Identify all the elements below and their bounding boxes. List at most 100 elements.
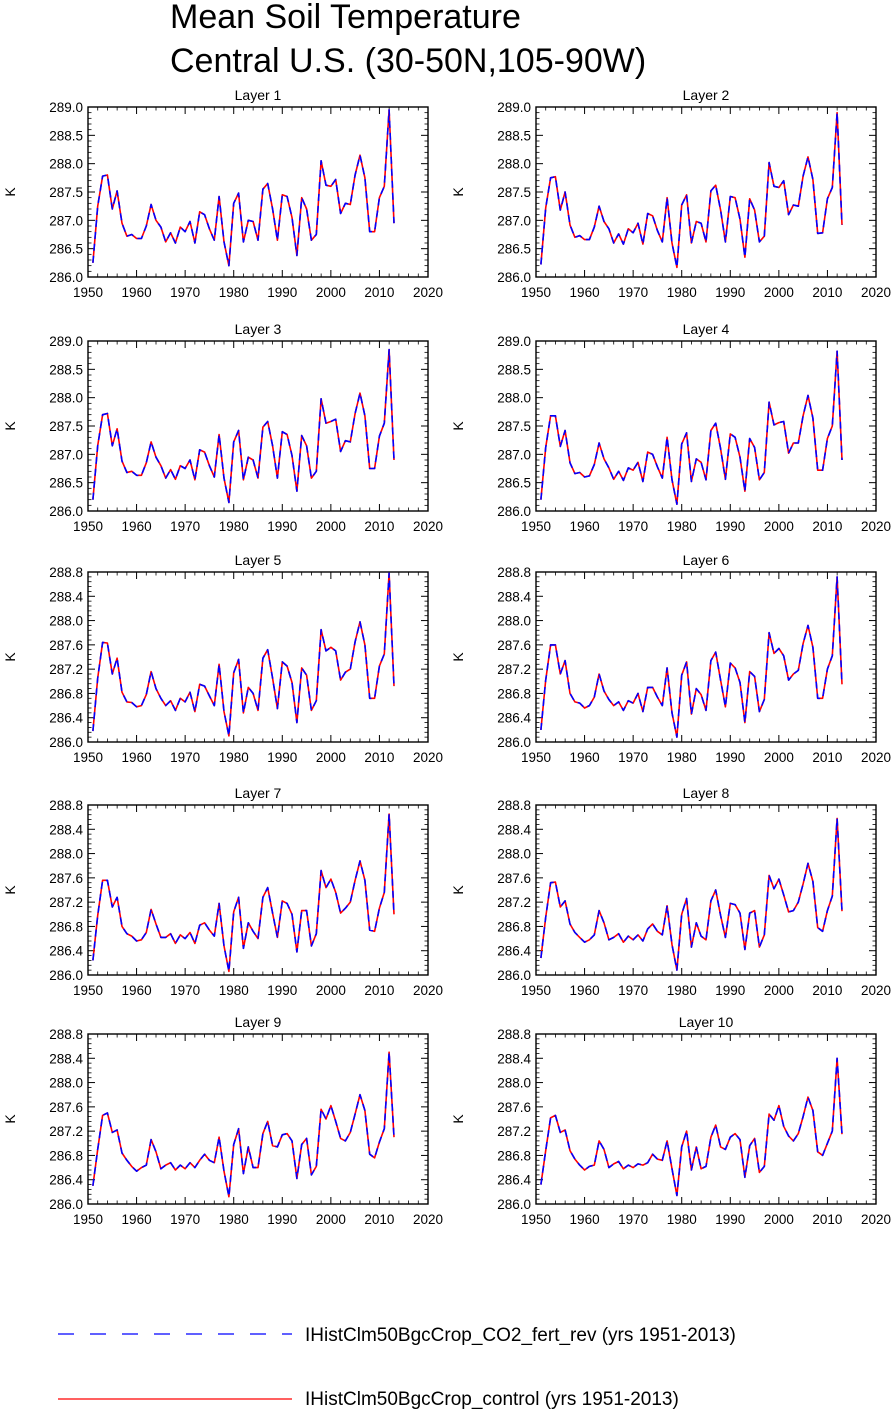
panel-title: Layer 7: [235, 785, 282, 801]
y-tick-label: 286.0: [49, 735, 83, 750]
y-tick-label: 287.2: [49, 895, 83, 910]
y-tick-label: 287.2: [49, 1124, 83, 1139]
x-tick-label: 2010: [812, 285, 842, 300]
x-tick-label: 2010: [812, 750, 842, 765]
x-tick-label: 2020: [861, 285, 891, 300]
x-tick-label: 1990: [267, 285, 297, 300]
series-line-co2-fert-rev: [92, 813, 395, 973]
y-tick-label: 288.8: [49, 1027, 83, 1042]
panel-title: Layer 2: [683, 87, 730, 103]
y-tick-label: 286.0: [497, 1197, 531, 1212]
y-tick-label: 288.0: [49, 1076, 83, 1091]
plot-frame: [87, 340, 429, 512]
y-axis-label: K: [450, 652, 466, 662]
x-tick-label: 1960: [570, 285, 600, 300]
y-tick-label: 288.4: [49, 1051, 83, 1066]
plot-frame: [87, 571, 429, 743]
series-line-control: [92, 1051, 395, 1198]
y-tick-label: 288.8: [49, 565, 83, 580]
y-tick-label: 288.8: [497, 798, 531, 813]
x-tick-label: 1970: [618, 983, 648, 998]
y-axis-label: K: [450, 187, 466, 197]
x-tick-label: 2020: [413, 983, 443, 998]
x-tick-label: 1990: [715, 750, 745, 765]
y-tick-label: 287.5: [497, 185, 531, 200]
x-tick-label: 1990: [715, 285, 745, 300]
panel-title: Layer 1: [235, 87, 282, 103]
plot-frame: [535, 1033, 877, 1205]
series-line-co2-fert-rev: [92, 109, 395, 267]
x-tick-label: 2010: [364, 750, 394, 765]
x-tick-label: 2020: [861, 1212, 891, 1227]
y-axis-label: K: [450, 1114, 466, 1124]
x-tick-label: 2000: [316, 519, 346, 534]
y-tick-label: 288.4: [497, 589, 531, 604]
x-tick-label: 1970: [618, 750, 648, 765]
x-tick-label: 2010: [812, 519, 842, 534]
series-line-co2-fert-rev: [540, 350, 843, 506]
y-tick-label: 286.8: [49, 686, 83, 701]
x-tick-label: 1960: [122, 983, 152, 998]
y-tick-label: 287.6: [497, 1100, 531, 1115]
y-tick-label: 288.0: [497, 1076, 531, 1091]
panel-3: Layer 3 K 286.0 286.5 287.0 287.5 288.0 288.5 28…: [2, 321, 443, 534]
y-tick-label: 287.6: [49, 1100, 83, 1115]
x-tick-label: 1990: [715, 1212, 745, 1227]
x-tick-label: 1970: [170, 285, 200, 300]
panel-5: Layer 5 K 286.0 286.4 286.8 287.2 287.6 288.0 28…: [2, 552, 443, 765]
x-tick-label: 1950: [73, 1212, 103, 1227]
plot-frame: [535, 340, 877, 512]
x-tick-label: 1950: [521, 519, 551, 534]
x-tick-label: 1990: [715, 983, 745, 998]
y-tick-label: 288.0: [49, 157, 83, 172]
y-tick-label: 286.8: [49, 1148, 83, 1163]
x-tick-label: 1950: [73, 983, 103, 998]
panel-9: Layer 9 K 286.0 286.4 286.8 287.2 287.6 288.0 28…: [2, 1014, 443, 1227]
y-axis-label: K: [450, 421, 466, 431]
y-tick-label: 287.2: [497, 895, 531, 910]
y-tick-label: 288.4: [497, 822, 531, 837]
y-axis-label: K: [2, 885, 18, 895]
y-axis-label: K: [2, 421, 18, 431]
panel-title: Layer 6: [683, 552, 730, 568]
y-tick-label: 286.4: [497, 944, 531, 959]
y-tick-label: 288.8: [49, 798, 83, 813]
series-line-co2-fert-rev: [540, 817, 843, 971]
plot-frame: [535, 106, 877, 278]
series-line-co2-fert-rev: [92, 348, 395, 504]
y-tick-label: 287.2: [497, 1124, 531, 1139]
x-tick-label: 1980: [667, 285, 697, 300]
panel-4: Layer 4 K 286.0 286.5 287.0 287.5 288.0 288.5 28…: [450, 321, 891, 534]
y-tick-label: 287.6: [49, 638, 83, 653]
figure-title-line-1: Mean Soil Temperature: [170, 0, 521, 36]
x-tick-label: 1980: [219, 519, 249, 534]
y-tick-label: 286.4: [49, 1173, 83, 1188]
x-tick-label: 2010: [364, 983, 394, 998]
x-tick-label: 2000: [316, 1212, 346, 1227]
y-tick-label: 288.4: [497, 1051, 531, 1066]
x-tick-label: 1960: [570, 750, 600, 765]
x-tick-label: 1960: [122, 519, 152, 534]
y-tick-label: 288.4: [49, 589, 83, 604]
x-tick-label: 2020: [413, 519, 443, 534]
y-tick-label: 286.0: [497, 968, 531, 983]
x-tick-label: 2010: [364, 519, 394, 534]
x-tick-label: 1960: [570, 983, 600, 998]
x-tick-label: 2000: [764, 285, 794, 300]
x-tick-label: 2020: [413, 285, 443, 300]
y-tick-label: 286.5: [49, 242, 83, 257]
x-tick-label: 1950: [73, 519, 103, 534]
y-axis-label: K: [2, 652, 18, 662]
y-tick-label: 286.4: [49, 944, 83, 959]
x-tick-label: 1960: [122, 750, 152, 765]
y-tick-label: 288.0: [49, 614, 83, 629]
y-tick-label: 289.0: [49, 334, 83, 349]
x-tick-label: 1980: [219, 285, 249, 300]
x-tick-label: 1950: [521, 750, 551, 765]
x-tick-label: 2020: [413, 1212, 443, 1227]
panel-title: Layer 3: [235, 321, 282, 337]
x-tick-label: 2020: [861, 983, 891, 998]
y-tick-label: 288.0: [497, 391, 531, 406]
x-tick-label: 2020: [413, 750, 443, 765]
x-tick-label: 1990: [267, 1212, 297, 1227]
